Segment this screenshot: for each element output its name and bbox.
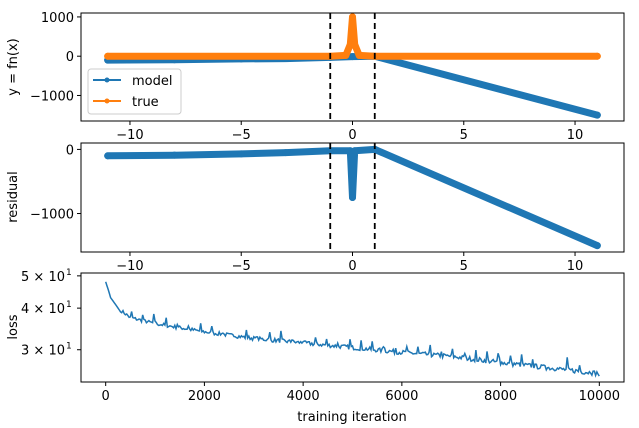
x-tick-label: 0 <box>348 128 356 143</box>
data-point-residual <box>282 149 290 157</box>
series-line-residual <box>104 145 601 250</box>
y-tick-label: 0 <box>66 143 74 158</box>
x-tick-label: 6000 <box>385 389 418 404</box>
data-point-true <box>349 13 356 21</box>
x-tick-label: 0 <box>102 389 110 404</box>
x-tick-label: 10000 <box>579 389 620 404</box>
x-tick-label: 10 <box>567 259 584 274</box>
x-tick-label: −5 <box>232 259 251 274</box>
data-point-residual <box>237 150 245 158</box>
data-point-true <box>355 51 363 59</box>
legend-label-true: true <box>132 95 159 110</box>
series-line-loss <box>104 281 600 378</box>
data-point-true <box>593 52 601 60</box>
y-tick-label: 5 × 10 <box>21 270 65 285</box>
data-point-true <box>342 51 350 59</box>
data-point-model <box>349 53 356 61</box>
data-point-model <box>593 111 601 119</box>
x-tick-label: −5 <box>232 128 251 143</box>
data-point-residual <box>104 152 112 160</box>
data-point-residual <box>351 147 359 155</box>
x-tick-label: 0 <box>348 259 356 274</box>
data-point-true <box>104 52 112 60</box>
legend-marker-model <box>104 77 110 83</box>
data-point-residual <box>593 242 601 250</box>
legend-label-model: model <box>132 74 172 89</box>
x-tick-label: 5 <box>460 128 468 143</box>
data-point-residual <box>371 145 379 153</box>
y-tick-label: −1000 <box>30 208 74 223</box>
data-point-true <box>351 40 359 48</box>
y-axis-label: residual <box>6 171 21 223</box>
y-tick-exponent: 1 <box>66 342 72 352</box>
y-tick-exponent: 1 <box>66 300 72 310</box>
data-point-residual <box>326 147 334 155</box>
panel-fn: −10 −5 0 5 10 1000 0 −1000 y = fn(x) model true <box>6 11 625 143</box>
x-tick-label: 8000 <box>484 389 517 404</box>
x-tick-label: 4000 <box>287 389 320 404</box>
y-tick-label: 4 × 10 <box>21 302 65 317</box>
legend-marker-true <box>104 98 110 104</box>
y-axis-label: y = fn(x) <box>6 38 21 96</box>
x-axis-label: training iteration <box>297 410 406 425</box>
x-tick-label: 2000 <box>188 389 221 404</box>
panel-residual: −10 −5 0 5 10 0 −1000 residual <box>6 142 625 274</box>
y-tick-label: −1000 <box>30 89 74 104</box>
y-tick-label: 1000 <box>41 11 74 26</box>
x-tick-label: −10 <box>116 259 143 274</box>
axes-frame <box>80 272 625 383</box>
data-point-residual <box>170 151 178 159</box>
y-tick-label: 3 × 10 <box>21 344 65 359</box>
x-tick-label: 5 <box>460 259 468 274</box>
y-tick-exponent: 1 <box>66 268 72 278</box>
x-tick-label: 10 <box>567 128 584 143</box>
y-axis-label: loss <box>6 314 21 339</box>
data-point-residual <box>349 194 356 201</box>
legend: model true <box>87 68 182 115</box>
y-tick-label: 0 <box>66 50 74 65</box>
x-tick-label: −10 <box>116 128 143 143</box>
series-line-true <box>104 13 601 60</box>
